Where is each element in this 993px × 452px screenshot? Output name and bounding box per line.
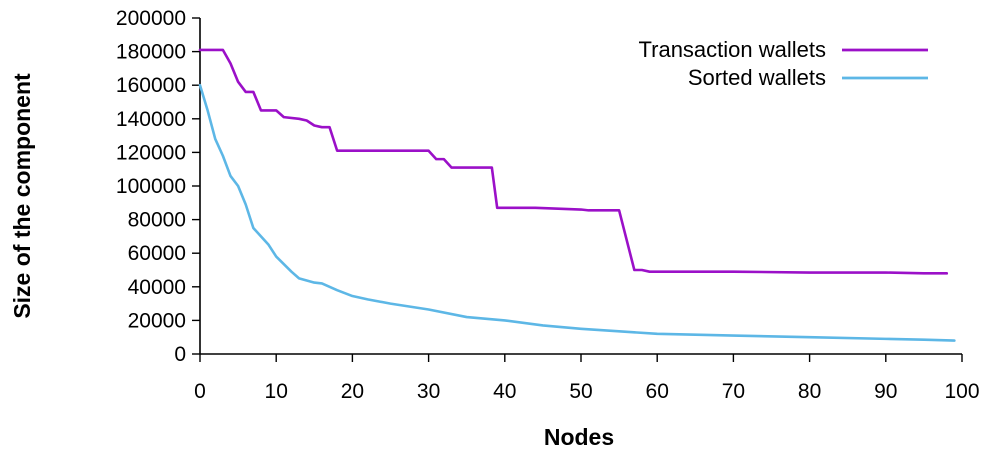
y-tick-label: 80000 (128, 209, 186, 232)
y-tick-label: 0 (174, 343, 186, 366)
y-tick-label: 100000 (116, 175, 186, 198)
x-tick-label: 100 (944, 380, 979, 403)
y-axis-title: Size of the component (9, 73, 35, 319)
x-tick-label: 80 (798, 380, 821, 403)
legend: Transaction wallets Sorted wallets (639, 37, 928, 90)
y-tick-label: 200000 (116, 7, 186, 30)
legend-label: Sorted wallets (688, 65, 826, 90)
tick-group: 0 10 20 30 40 50 60 70 80 90 100 0 20000 40000 60000 80… (116, 7, 980, 403)
y-tick-label: 140000 (116, 108, 186, 131)
x-tick-label: 0 (194, 380, 206, 403)
x-axis-title: Nodes (544, 424, 614, 450)
x-tick-label: 90 (874, 380, 897, 403)
axes (199, 18, 962, 355)
y-tick-label: 60000 (128, 242, 186, 265)
x-tick-label: 50 (569, 380, 592, 403)
x-tick-label: 60 (646, 380, 669, 403)
legend-label: Transaction wallets (639, 37, 826, 62)
x-tick-label: 30 (417, 380, 440, 403)
y-tick-label: 180000 (116, 41, 186, 64)
x-tick-label: 20 (341, 380, 364, 403)
series-line-sorted-wallets (198, 83, 956, 342)
y-tick-label: 160000 (116, 74, 186, 97)
series-group (198, 48, 956, 342)
x-tick-label: 10 (265, 380, 288, 403)
series-line-transaction-wallets (198, 48, 949, 275)
y-tick-label: 120000 (116, 141, 186, 164)
y-tick-label: 40000 (128, 276, 186, 299)
x-tick-label: 70 (722, 380, 745, 403)
x-tick-label: 40 (493, 380, 516, 403)
y-tick-label: 20000 (128, 309, 186, 332)
